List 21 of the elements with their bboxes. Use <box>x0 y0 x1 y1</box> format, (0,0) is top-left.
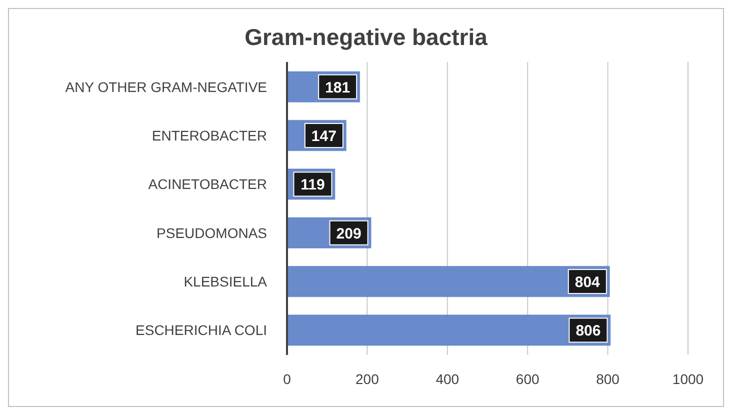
y-tick-label: KLEBSIELLA <box>184 274 268 290</box>
data-label: 147 <box>311 128 336 145</box>
y-tick-label: ESCHERICHIA COLI <box>136 322 267 338</box>
y-tick-label: PSEUDOMONAS <box>156 224 267 241</box>
x-tick-label: 1000 <box>672 371 704 387</box>
x-tick-label: 800 <box>596 371 620 387</box>
bar <box>286 266 610 298</box>
data-label: 119 <box>300 176 325 194</box>
x-tick-label: 200 <box>356 371 380 387</box>
data-label: 181 <box>325 79 350 96</box>
x-tick-label: 600 <box>516 371 540 387</box>
x-tick-label: 400 <box>436 371 460 387</box>
x-tick-label: 0 <box>283 371 292 387</box>
y-tick-label: ENTEROBACTER <box>152 127 267 144</box>
data-label: 209 <box>336 225 362 242</box>
chart-title: Gram-negative bactria <box>244 24 488 50</box>
y-tick-label: ANY OTHER GRAM-NEGATIVE <box>65 78 267 95</box>
bar <box>286 314 611 346</box>
y-tick-label: ACINETOBACTER <box>148 176 267 192</box>
data-label: 806 <box>576 322 601 340</box>
data-label: 804 <box>574 274 601 292</box>
